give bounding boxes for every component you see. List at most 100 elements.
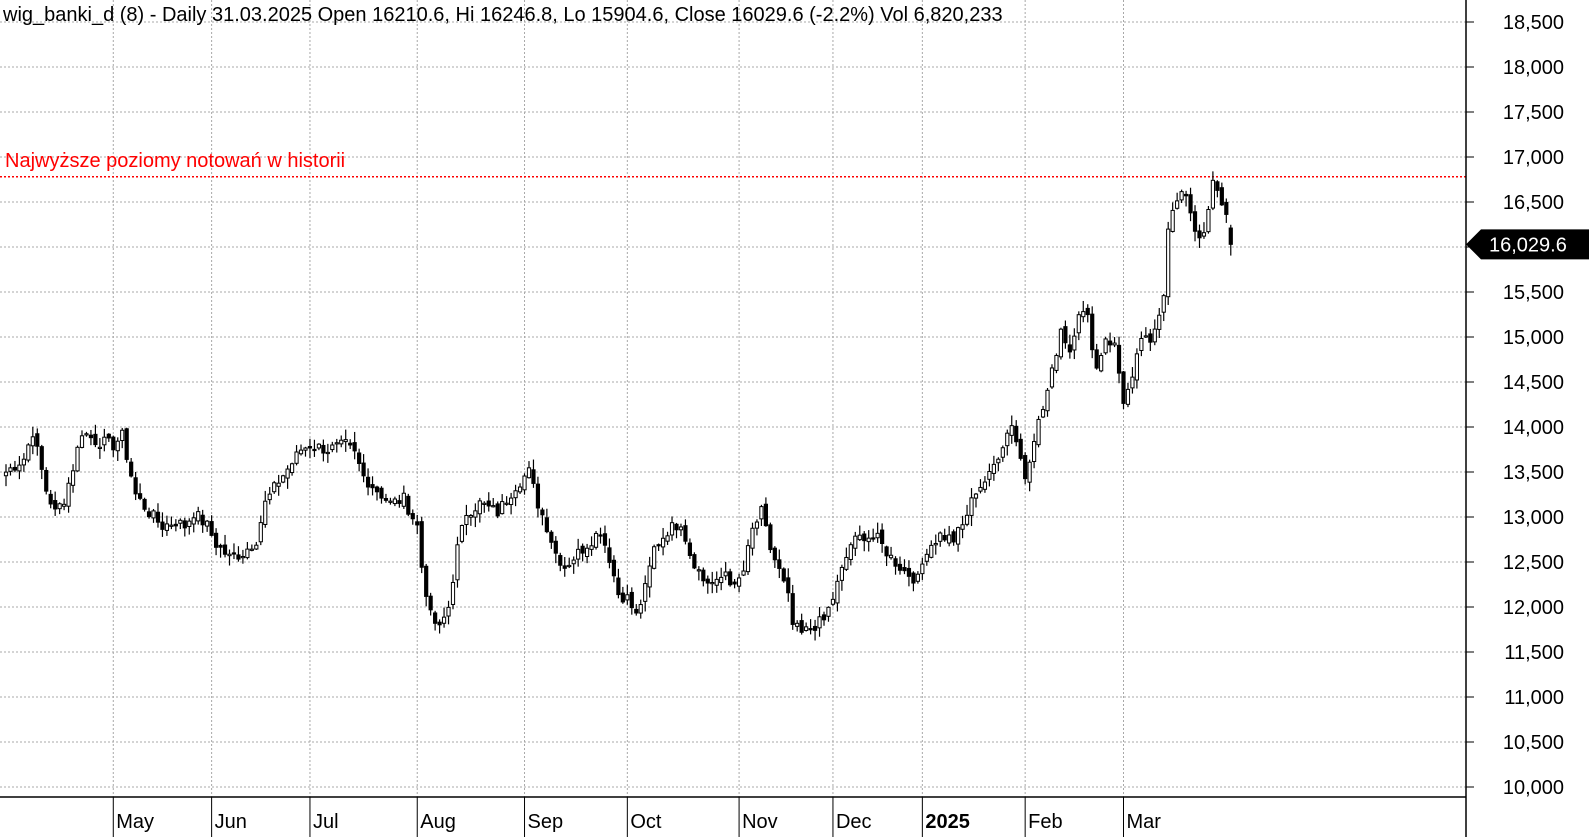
candle-body <box>53 500 58 510</box>
candle-body <box>719 576 724 584</box>
candle-body <box>325 451 330 455</box>
y-tick-label: 17,000 <box>1503 147 1564 169</box>
candle-body <box>830 598 836 605</box>
candle-body <box>146 511 152 518</box>
candle-body <box>964 514 970 525</box>
candle-body <box>464 514 469 526</box>
candle-body <box>1152 328 1157 343</box>
candle-body <box>938 532 943 542</box>
candle-body <box>495 503 500 517</box>
candle-body <box>1121 371 1126 404</box>
candle-body <box>956 527 961 545</box>
candle-body <box>880 529 885 544</box>
candle-body <box>1076 314 1081 334</box>
candle-body <box>406 495 411 515</box>
candle-body <box>1027 461 1032 483</box>
candle-body <box>222 544 228 555</box>
candle-body <box>316 443 321 449</box>
candle-body <box>419 521 424 568</box>
y-tick-label: 10,500 <box>1503 732 1564 754</box>
candle-body <box>401 492 406 507</box>
y-tick-label: 13,000 <box>1503 507 1564 529</box>
candle-body <box>307 446 313 449</box>
candle-body <box>1206 208 1211 233</box>
candle-body <box>602 533 608 546</box>
candle-body <box>535 483 541 509</box>
candle-body <box>1157 314 1162 330</box>
candle-body <box>200 514 205 526</box>
candle-body <box>933 542 938 546</box>
candle-body <box>705 578 710 584</box>
candle-body <box>66 482 71 507</box>
candle-body <box>509 497 514 506</box>
candle-body <box>1166 228 1171 298</box>
candle-body <box>102 436 107 446</box>
x-tick-label: Jul <box>313 811 339 833</box>
candle-body <box>1009 425 1014 436</box>
candle-body <box>620 592 625 603</box>
candle-body <box>576 548 581 560</box>
candle-body <box>1005 432 1010 447</box>
candle-body <box>44 469 49 492</box>
candle-body <box>607 547 612 563</box>
candle-body <box>1210 179 1216 209</box>
candle-body <box>111 436 116 451</box>
candle-body <box>129 461 134 477</box>
candle-body <box>1045 389 1050 412</box>
candle-body <box>1036 418 1041 446</box>
candle-body <box>120 429 125 442</box>
candle-body <box>790 593 795 625</box>
candle-body <box>781 568 786 582</box>
candle-body <box>888 554 894 559</box>
candle-body <box>911 572 916 584</box>
x-tick-label: Feb <box>1028 811 1062 833</box>
candle-body <box>459 525 465 542</box>
candle-body <box>21 458 26 466</box>
candle-body <box>218 544 223 548</box>
candle-body <box>669 522 675 536</box>
candle-body <box>1063 326 1068 344</box>
candle-body <box>428 595 433 611</box>
candle-body <box>124 428 129 460</box>
candle-body <box>48 493 53 505</box>
annotation-label: Najwyższe poziomy notowań w historii <box>5 150 345 172</box>
candle-body <box>213 532 219 548</box>
candle-body <box>285 468 290 479</box>
y-tick-label: 11,500 <box>1504 642 1564 664</box>
candle-body <box>625 594 630 601</box>
candle-body <box>133 477 138 495</box>
candle-body <box>477 500 482 515</box>
y-tick-label: 14,500 <box>1503 372 1564 394</box>
candle-body <box>227 553 232 557</box>
candle-body <box>871 537 876 540</box>
candle-body <box>397 500 402 504</box>
candle-body <box>75 446 80 472</box>
x-tick-label: Jun <box>215 811 247 833</box>
candle-body <box>424 565 429 597</box>
candle-body <box>1143 335 1148 338</box>
candle-body <box>638 604 643 614</box>
candle-body <box>415 521 420 526</box>
candle-body <box>804 626 809 631</box>
candle-body <box>437 621 442 626</box>
candle-body <box>330 444 335 451</box>
y-axis-ticks: 10,000 10,500 11,000 11,500 12,000 12,500 13,0… <box>1503 12 1564 799</box>
candle-body <box>786 577 791 594</box>
candle-body <box>1125 388 1131 405</box>
candle-body <box>1067 344 1072 353</box>
candle-body <box>562 565 567 569</box>
y-tick-label: 16,500 <box>1503 192 1564 214</box>
candle-body <box>549 531 554 543</box>
x-tick-label: Dec <box>836 811 872 833</box>
candle-body <box>1000 447 1005 458</box>
candle-body <box>929 544 934 558</box>
candle-body <box>1192 211 1198 232</box>
candle-body <box>759 506 764 520</box>
candle-body <box>272 482 277 493</box>
candle-body <box>62 503 67 507</box>
candle-body <box>960 524 965 530</box>
candle-body <box>902 567 907 572</box>
candle-body <box>164 523 170 531</box>
candle-body <box>674 523 679 531</box>
candle-body <box>410 513 415 520</box>
